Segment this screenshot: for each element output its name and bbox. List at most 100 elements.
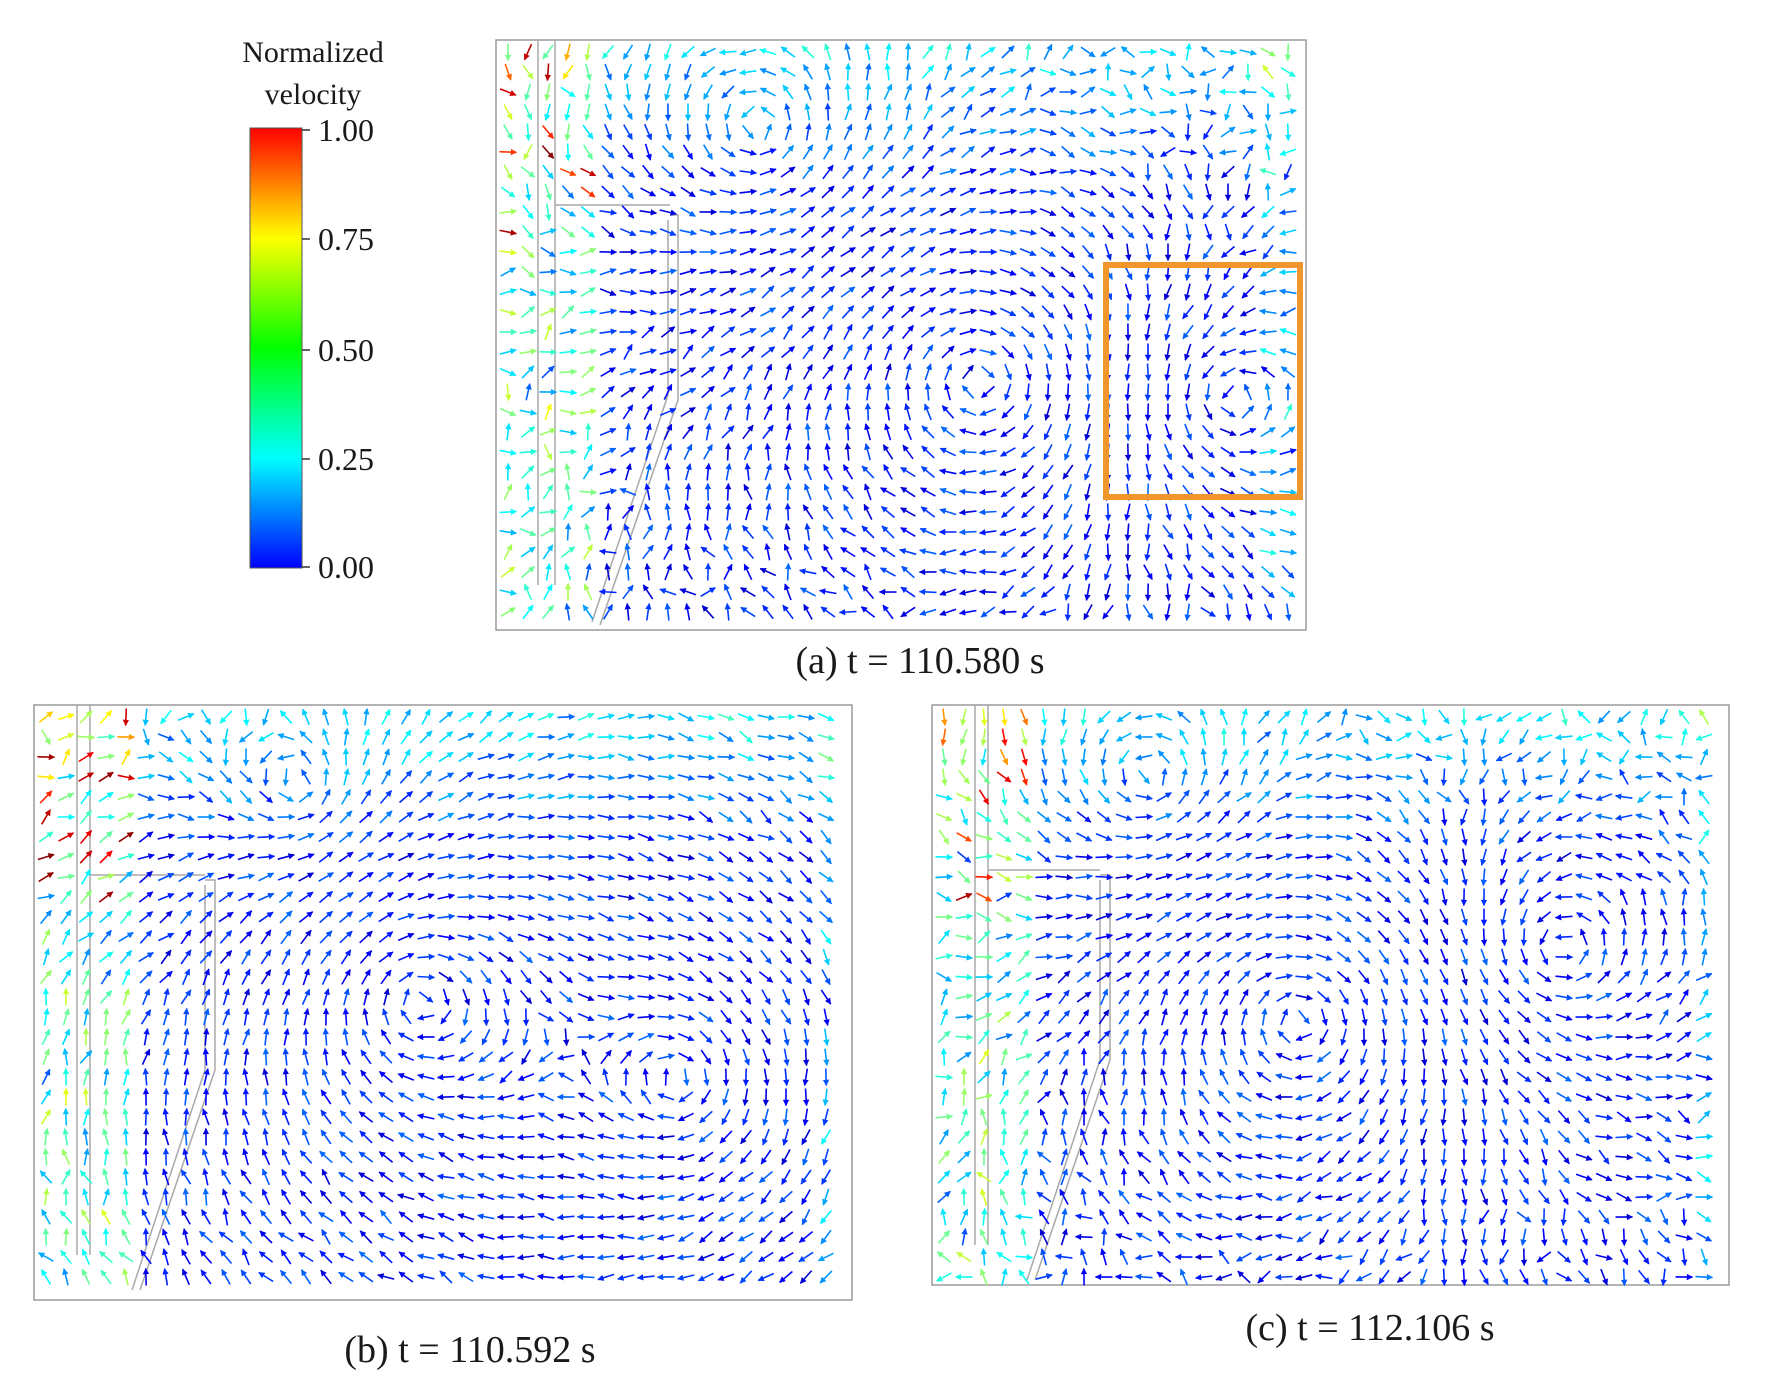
velocity-arrow (1480, 788, 1488, 807)
velocity-arrow (1077, 950, 1091, 964)
velocity-arrow (1659, 708, 1669, 726)
velocity-arrow (541, 124, 555, 140)
velocity-arrow (779, 228, 797, 236)
velocity-arrow (720, 386, 736, 398)
velocity-arrow (1620, 927, 1628, 946)
velocity-arrow (1595, 992, 1613, 1002)
velocity-arrow (339, 1190, 353, 1204)
velocity-arrow (1435, 754, 1454, 761)
velocity-arrow (784, 562, 792, 581)
velocity-arrow (883, 123, 893, 140)
velocity-arrow (1080, 206, 1096, 218)
velocity-arrow (1480, 948, 1488, 966)
velocity-arrow (436, 1074, 455, 1081)
velocity-arrow (198, 891, 214, 903)
velocity-arrow (1380, 988, 1388, 1006)
velocity-arrow (1220, 406, 1236, 418)
velocity-arrow (358, 1271, 374, 1283)
velocity-arrow (159, 910, 173, 924)
velocity-arrow (637, 1032, 655, 1042)
velocity-arrow (677, 1013, 695, 1021)
velocity-arrow (1480, 928, 1488, 947)
velocity-arrow (1182, 204, 1194, 220)
velocity-arrow (1176, 892, 1193, 902)
velocity-arrow (1600, 927, 1607, 946)
velocity-arrow (939, 308, 957, 316)
panel-c-boundary (931, 704, 1730, 1286)
velocity-arrow (557, 1153, 575, 1161)
velocity-arrow (799, 910, 813, 924)
velocity-arrow (1155, 813, 1173, 821)
velocity-arrow (1181, 1028, 1188, 1046)
velocity-arrow (1060, 266, 1076, 278)
velocity-arrow (1314, 1273, 1333, 1280)
velocity-arrow (1316, 771, 1332, 783)
velocity-arrow (978, 588, 997, 596)
velocity-arrow (1041, 748, 1048, 766)
velocity-arrow (281, 1168, 291, 1185)
velocity-arrow (699, 188, 717, 196)
velocity-arrow (219, 1249, 233, 1265)
velocity-arrow (1135, 853, 1154, 860)
velocity-arrow (1441, 1068, 1448, 1087)
velocity-arrow (976, 811, 992, 823)
velocity-arrow (1340, 1028, 1347, 1046)
velocity-arrow (1157, 970, 1171, 984)
velocity-arrow (697, 953, 715, 961)
velocity-arrow (457, 934, 475, 941)
velocity-arrow (1060, 1228, 1068, 1246)
velocity-arrow (1101, 105, 1115, 119)
velocity-arrow (1035, 973, 1053, 981)
velocity-arrow (341, 1089, 351, 1105)
velocity-arrow (1156, 950, 1172, 964)
velocity-arrow (779, 830, 793, 844)
velocity-arrow (999, 809, 1009, 826)
velocity-arrow (699, 287, 717, 297)
velocity-arrow (382, 1008, 390, 1026)
velocity-arrow (1695, 1074, 1713, 1081)
velocity-arrow (497, 793, 516, 800)
velocity-arrow (142, 728, 150, 746)
velocity-arrow (1536, 870, 1552, 884)
velocity-arrow (657, 714, 675, 721)
velocity-arrow (996, 1251, 1012, 1263)
velocity-arrow (1143, 83, 1153, 100)
velocity-arrow (1220, 466, 1236, 478)
velocity-arrow (683, 564, 693, 580)
velocity-arrow (1144, 303, 1151, 322)
velocity-arrow (920, 187, 936, 197)
velocity-arrow (718, 731, 734, 743)
velocity-arrow (697, 734, 715, 741)
velocity-arrow (780, 67, 796, 77)
velocity-arrow (401, 748, 411, 765)
velocity-arrow (1315, 953, 1333, 961)
velocity-arrow (978, 508, 997, 516)
velocity-arrow (657, 893, 675, 901)
velocity-arrow (880, 227, 897, 237)
velocity-arrow (1460, 1268, 1468, 1287)
velocity-arrow (619, 1089, 633, 1105)
velocity-arrow (777, 754, 796, 761)
velocity-arrow (103, 1047, 110, 1066)
velocity-arrow (636, 1194, 655, 1201)
velocity-arrow (1040, 585, 1056, 599)
velocity-arrow (1279, 489, 1298, 496)
velocity-arrow (140, 1249, 152, 1265)
velocity-arrow (1638, 1249, 1650, 1265)
velocity-arrow (1576, 912, 1592, 922)
velocity-arrow (1259, 168, 1277, 176)
velocity-arrow (1336, 1132, 1352, 1142)
panel-a-highlight-box (1103, 262, 1303, 500)
velocity-arrow (1063, 323, 1073, 341)
velocity-arrow (237, 892, 255, 902)
velocity-arrow (957, 1130, 971, 1144)
velocity-arrow (478, 730, 494, 744)
velocity-arrow (760, 809, 772, 825)
velocity-arrow (1576, 811, 1592, 823)
velocity-arrow (39, 909, 53, 925)
velocity-arrow (1039, 68, 1057, 76)
velocity-arrow (1635, 1193, 1654, 1201)
velocity-arrow (1335, 774, 1353, 781)
velocity-arrow (1616, 1192, 1632, 1202)
velocity-arrow (157, 773, 175, 781)
